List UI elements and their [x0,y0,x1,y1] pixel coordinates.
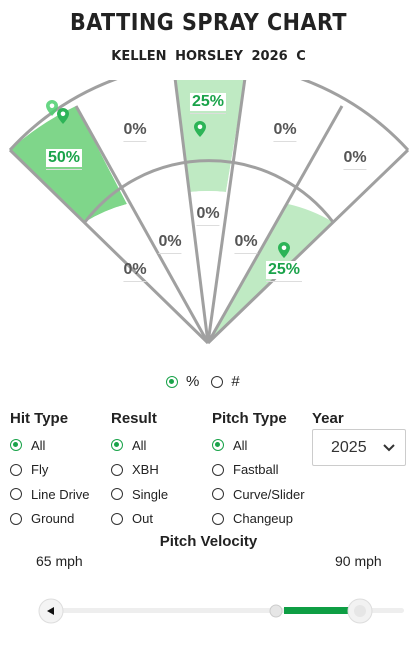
pitch-type-heading: Pitch Type [212,410,287,427]
hit-type-option[interactable]: Fly [10,458,90,483]
inner-zone-3-label: 0% [196,205,220,226]
player-subtitle: KELLEN HORSLEY 2026 C [111,49,306,64]
hit-type-filter: Hit Type All Fly Line Drive Ground [10,410,90,531]
radio-button[interactable] [10,488,22,501]
count-radio[interactable] [211,375,224,388]
slider-min-handle[interactable] [269,604,283,618]
option-label: Line Drive [31,486,90,502]
hit-type-heading: Hit Type [10,410,69,427]
pitch-type-option[interactable]: Fastball [212,458,305,483]
result-option[interactable]: Single [111,482,168,507]
hit-type-option[interactable]: All [10,433,90,458]
inner-zone-2-label: 0% [158,233,182,254]
pitch-type-option[interactable]: All [212,433,305,458]
inner-zone-1-label: 0% [123,261,147,282]
hit-marker-icon[interactable] [46,100,58,116]
radio-button[interactable] [111,488,123,501]
pitch-type-option[interactable]: Changeup [212,507,305,532]
option-label: All [233,437,248,453]
radio-button[interactable] [10,463,22,476]
result-option[interactable]: XBH [111,458,168,483]
pitch-velocity-heading: Pitch Velocity [159,533,258,550]
outer-zone-2-label: 0% [123,121,147,142]
radio-button[interactable] [111,439,123,452]
outer-zone-5[interactable] [288,106,408,222]
arrow-left-icon [47,607,54,615]
option-label: Single [132,486,169,502]
hit-marker-icon[interactable] [57,108,69,124]
hit-marker-icon[interactable] [194,121,206,137]
percent-label: % [186,373,200,390]
field-lines [8,80,410,345]
inner-zone-1[interactable] [85,204,208,343]
radio-button[interactable] [111,463,123,476]
option-label: Fly [31,462,49,478]
radio-button[interactable] [212,512,224,525]
option-label: Out [132,511,153,527]
slider-max-handle-inner [354,605,366,617]
year-value: 2025 [331,438,367,456]
pitch-type-option[interactable]: Curve/Slider [212,482,305,507]
pitch-type-filter: Pitch Type All Fastball Curve/Slider Cha… [212,410,305,531]
option-label: All [31,437,46,453]
year-select[interactable]: 2025 [312,429,406,466]
chevron-down-icon [383,444,395,452]
result-heading: Result [111,410,157,427]
hit-marker-icon[interactable] [278,242,290,258]
result-option[interactable]: Out [111,507,168,532]
option-label: Curve/Slider [233,486,305,502]
outer-zone-5-label: 0% [343,149,367,170]
inner-zone-5-label: 25% [265,261,303,282]
radio-button[interactable] [212,439,224,452]
count-label: # [231,373,240,390]
radio-button[interactable] [10,439,22,452]
result-option[interactable]: All [111,433,168,458]
option-label: Fastball [233,462,279,478]
outer-zone-2[interactable] [76,80,190,204]
display-mode-toggle: % # [166,373,240,390]
outer-zone-3-label: 25% [189,93,227,114]
page-title: BATTING SPRAY CHART [70,10,347,36]
radio-button[interactable] [212,488,224,501]
outer-zone-1-label: 50% [45,149,83,170]
inner-zone-4-label: 0% [234,233,258,254]
hit-type-option[interactable]: Line Drive [10,482,90,507]
year-heading: Year [312,410,344,427]
velocity-range-slider[interactable] [38,598,406,624]
option-label: Ground [31,511,75,527]
option-label: All [132,437,147,453]
slider-selected-range [284,607,350,614]
outer-zone-4-label: 0% [273,121,297,142]
percent-radio[interactable] [166,375,178,388]
option-label: Changeup [233,511,293,527]
option-label: XBH [132,462,159,478]
radio-button[interactable] [10,512,22,525]
radio-button[interactable] [111,512,123,525]
velocity-max-label: 90 mph [335,553,382,569]
inner-zone-3[interactable] [190,190,226,343]
radio-button[interactable] [212,463,224,476]
outer-zone-4[interactable] [226,80,342,204]
result-filter: Result All XBH Single Out [111,410,168,531]
hit-type-option[interactable]: Ground [10,507,90,532]
velocity-min-label: 65 mph [36,553,83,569]
